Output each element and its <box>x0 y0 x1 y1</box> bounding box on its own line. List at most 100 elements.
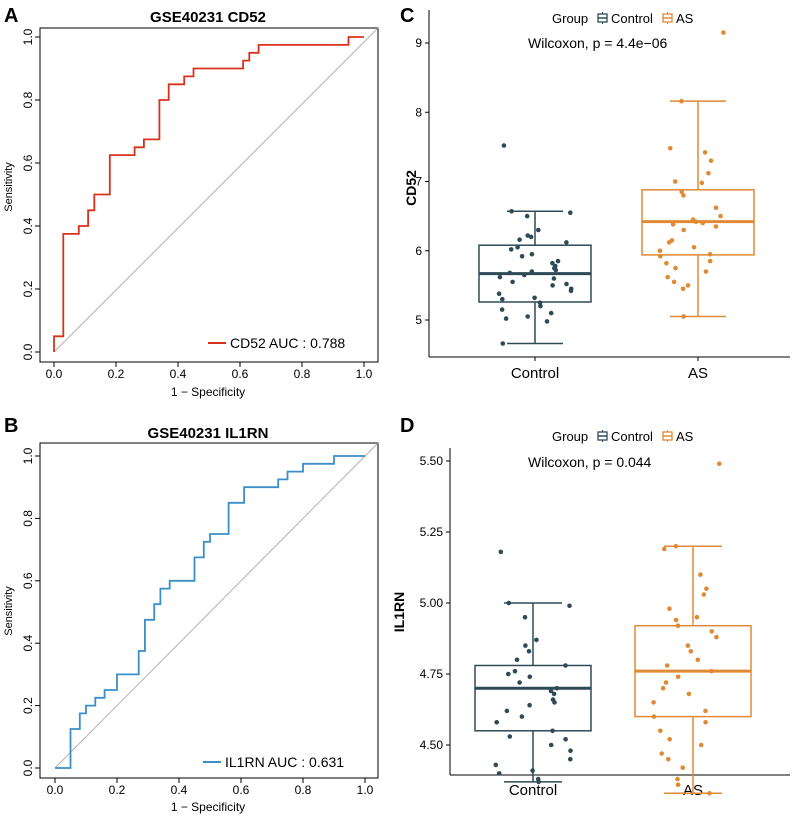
x-tick-control: Control <box>509 782 557 799</box>
data-point <box>500 341 506 346</box>
x-tick-label: 0.6 <box>232 367 249 381</box>
data-point <box>658 728 663 734</box>
legend-item-as: AS <box>676 11 694 26</box>
panel-letter-a: A <box>4 5 18 27</box>
data-point <box>567 603 572 609</box>
panel-letter-d: D <box>400 415 414 437</box>
data-point <box>671 279 677 285</box>
data-point <box>659 751 664 756</box>
legend: Group Control AS <box>552 429 694 444</box>
data-point <box>709 668 714 674</box>
y-axis-label: CD52 <box>403 170 419 206</box>
data-point <box>717 461 722 467</box>
y-tick-label: 5.50 <box>420 454 444 468</box>
y-tick-label: 1.0 <box>21 447 35 464</box>
data-point <box>530 768 535 773</box>
data-point <box>501 143 507 148</box>
data-point <box>667 606 672 611</box>
data-point <box>704 586 709 592</box>
x-tick-label: 0.4 <box>171 783 188 797</box>
data-point <box>665 274 670 280</box>
data-point <box>523 643 528 648</box>
data-point <box>666 756 671 762</box>
data-point <box>698 572 703 577</box>
data-point <box>529 251 535 257</box>
data-point <box>675 776 680 782</box>
data-point <box>509 209 514 214</box>
data-point <box>522 272 527 278</box>
data-point <box>686 691 692 697</box>
roc-curve <box>55 455 365 769</box>
data-point <box>680 765 685 770</box>
data-point <box>553 267 559 273</box>
data-point <box>718 213 723 219</box>
data-point <box>548 688 554 694</box>
x-tick-label: 1.0 <box>356 367 373 381</box>
boxplot-panel-il1rn: IL1RN Group Control AS Wilcoxon, p = 0.0… <box>391 429 790 799</box>
data-point <box>707 791 712 796</box>
legend-label: IL1RN AUC : 0.631 <box>225 754 344 770</box>
data-point <box>658 253 663 259</box>
data-point <box>679 189 684 195</box>
data-point <box>714 634 719 640</box>
data-point <box>568 748 573 753</box>
y-tick-label: 0.6 <box>21 154 35 171</box>
data-point <box>517 237 522 242</box>
data-point <box>532 295 537 301</box>
y-tick-label: 8 <box>415 105 422 119</box>
data-point <box>551 691 557 697</box>
x-tick-label: 0.2 <box>108 367 125 381</box>
data-point <box>691 245 697 250</box>
legend-item-control: Control <box>611 11 653 26</box>
data-point <box>525 314 530 319</box>
x-axis-label: 1 − Specificity <box>171 385 245 399</box>
data-point <box>700 220 705 226</box>
roc-panel-cd52: GSE40231 CD52 Sensitivity 1 − Specificit… <box>3 9 379 399</box>
data-point <box>698 742 704 748</box>
chart-title: GSE40231 IL1RN <box>148 425 269 442</box>
y-axis-label: Sensitivity <box>3 586 15 636</box>
data-point <box>681 193 686 198</box>
plot-frame <box>39 442 379 779</box>
data-point <box>667 737 672 742</box>
data-point <box>657 248 663 254</box>
wilcoxon-annotation: Wilcoxon, p = 0.044 <box>528 454 652 470</box>
data-point <box>673 617 679 623</box>
data-point <box>508 247 514 252</box>
data-point <box>688 649 694 654</box>
data-point <box>673 543 679 549</box>
data-point <box>519 714 525 719</box>
data-point <box>506 600 512 606</box>
data-point <box>527 702 532 708</box>
data-point <box>538 303 543 309</box>
data-point <box>703 720 708 725</box>
y-tick-label: 0.2 <box>21 697 35 714</box>
data-point <box>496 771 502 776</box>
data-point <box>694 614 700 620</box>
y-tick-label: 9 <box>415 36 422 50</box>
x-tick-label: 0.0 <box>46 367 63 381</box>
roc-panel-il1rn: GSE40231 IL1RN Sensitivity 1 − Specifici… <box>3 425 379 814</box>
y-tick-label: 0.6 <box>21 572 35 589</box>
data-point <box>551 276 557 281</box>
data-point <box>721 30 726 35</box>
data-point <box>494 720 500 725</box>
data-point <box>662 546 667 552</box>
data-point <box>675 782 681 788</box>
data-point <box>685 283 691 288</box>
data-point <box>672 179 678 184</box>
data-point <box>552 700 557 705</box>
data-point <box>685 643 691 648</box>
legend: Group Control AS <box>552 11 694 26</box>
data-point <box>524 213 530 219</box>
x-axis-label: 1 − Specificity <box>171 800 245 814</box>
diagonal-reference-line <box>54 442 379 769</box>
legend-key-as <box>662 12 673 24</box>
data-point <box>706 170 711 176</box>
y-axis-label: IL1RN <box>391 592 407 632</box>
data-point <box>568 288 574 294</box>
y-tick-label: 0.0 <box>21 343 35 360</box>
data-point <box>527 674 533 680</box>
data-point <box>664 663 670 668</box>
x-tick-label: 0.8 <box>295 783 312 797</box>
